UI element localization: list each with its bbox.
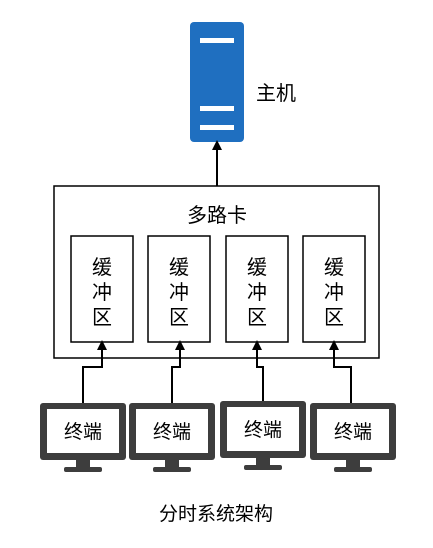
terminal-label: 终端 (64, 421, 102, 443)
buffer-2: 缓 冲 区 (147, 235, 211, 343)
buffer-box (147, 235, 211, 343)
buffer-char: 区 (324, 305, 344, 329)
terminal-2: 终端 (129, 403, 215, 472)
terminal-4: 终端 (310, 403, 396, 472)
buffer-4: 缓 冲 区 (302, 235, 366, 343)
terminal-2-connector (171, 340, 185, 403)
server-slot-bottom-2 (200, 125, 234, 130)
buffer-char: 冲 (324, 280, 344, 304)
terminal-label: 终端 (244, 419, 282, 441)
server-icon (190, 22, 244, 142)
buffer-box (302, 235, 366, 343)
monitor-stand (165, 460, 179, 469)
buffer-char: 缓 (169, 255, 189, 279)
host-label: 主机 (256, 81, 296, 105)
monitor-screen (136, 409, 208, 453)
terminal-4-connector (329, 340, 352, 403)
buffer-char: 冲 (169, 280, 189, 304)
buffer-3: 缓 冲 区 (225, 235, 289, 343)
buffer-char: 缓 (92, 255, 112, 279)
monitor-screen (227, 407, 299, 451)
buffer-box (225, 235, 289, 343)
monitor-base (153, 467, 191, 472)
server-slot-top (200, 38, 234, 43)
buffer-char: 区 (169, 305, 189, 329)
monitor-stand (346, 460, 360, 469)
buffer-1: 缓 冲 区 (70, 235, 134, 343)
buffer-char: 冲 (92, 280, 112, 304)
monitor-base (334, 467, 372, 472)
buffer-char: 冲 (247, 280, 267, 304)
server-slot-bottom-1 (200, 106, 234, 111)
caption: 分时系统架构 (159, 503, 273, 525)
buffer-char: 区 (92, 305, 112, 329)
terminal-label: 终端 (153, 421, 191, 443)
mux-label: 多路卡 (187, 203, 247, 227)
terminal-3: 终端 (220, 401, 306, 470)
monitor-screen (47, 409, 119, 453)
monitor-screen (317, 409, 389, 453)
terminal-1-connector (82, 340, 107, 403)
monitor-base (64, 467, 102, 472)
terminal-3-connector (252, 340, 264, 403)
buffer-char: 缓 (324, 255, 344, 279)
monitor-stand (76, 460, 90, 469)
terminal-label: 终端 (334, 421, 372, 443)
monitor-base (244, 465, 282, 470)
monitor-stand (256, 458, 270, 467)
host-server (190, 22, 244, 142)
buffer-char: 缓 (247, 255, 267, 279)
terminal-1: 终端 (40, 403, 126, 472)
buffer-char: 区 (247, 305, 267, 329)
